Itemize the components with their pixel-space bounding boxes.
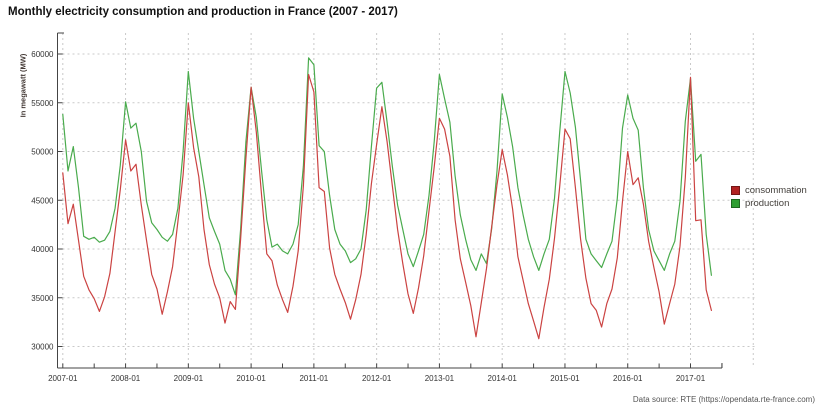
y-tick-label: 55000 (31, 99, 54, 108)
x-tick-label: 2008-01 (111, 374, 141, 383)
legend-item-production[interactable]: production (731, 197, 807, 210)
x-tick-label: 2013-01 (425, 374, 455, 383)
legend-label-consommation: consommation (745, 185, 807, 196)
y-tick-label: 60000 (31, 50, 54, 59)
legend-label-production: production (745, 198, 790, 209)
x-tick-label: 2017-01 (676, 374, 706, 383)
x-tick-label: 2014-01 (488, 374, 518, 383)
y-tick-label: 40000 (31, 245, 54, 254)
y-tick-label: 35000 (31, 294, 54, 303)
y-tick-label: 45000 (31, 196, 54, 205)
production-swatch-icon (731, 199, 740, 208)
x-tick-label: 2015-01 (550, 374, 580, 383)
chart-title: Monthly electricity consumption and prod… (8, 6, 398, 18)
x-tick-label: 2011-01 (299, 374, 328, 383)
y-tick-label: 50000 (31, 148, 54, 157)
y-tick-label: 30000 (31, 343, 54, 352)
x-tick-label: 2009-01 (174, 374, 204, 383)
x-tick-label: 2007-01 (48, 374, 78, 383)
legend: consommation production (731, 184, 807, 210)
data-source-note: Data source: RTE (https://opendata.rte-f… (632, 395, 815, 404)
x-tick-label: 2016-01 (613, 374, 643, 383)
series-line-consommation[interactable] (62, 73, 713, 340)
x-tick-label: 2010-01 (236, 374, 266, 383)
legend-item-consommation[interactable]: consommation (731, 184, 807, 197)
series-line-production[interactable] (62, 57, 713, 296)
x-tick-label: 2012-01 (362, 374, 392, 383)
consommation-swatch-icon (731, 186, 740, 195)
